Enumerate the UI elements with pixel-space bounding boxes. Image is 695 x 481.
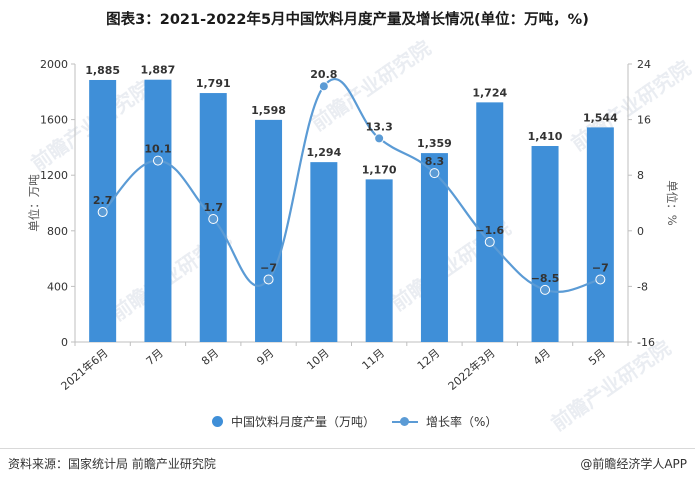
growth-point <box>208 213 219 224</box>
legend-line-swatch <box>392 416 418 427</box>
footer: 资料来源：国家统计局 前瞻产业研究院 @前瞻经济学人APP <box>0 448 695 481</box>
y-right-axis-title: 单位：% <box>665 180 679 225</box>
y-left-tick-label: 1200 <box>40 169 68 182</box>
bar-value-label: 1,885 <box>85 64 120 77</box>
bar-value-label: 1,410 <box>528 130 563 143</box>
legend-line-label: 增长率（%） <box>426 415 498 429</box>
growth-point <box>595 274 606 285</box>
y-right-tick-label: 24 <box>637 58 651 71</box>
growth-point <box>484 236 495 247</box>
bar-value-label: 1,724 <box>472 86 507 99</box>
x-tick-label: 4月 <box>531 346 553 368</box>
x-tick-label: 2022年3月 <box>445 346 498 393</box>
y-left-tick-label: 400 <box>47 280 68 293</box>
bar <box>144 79 172 342</box>
growth-point <box>540 284 551 295</box>
x-tick-label: 12月 <box>415 346 443 372</box>
growth-value-label: −8.5 <box>531 272 560 285</box>
x-tick-label: 10月 <box>304 346 332 372</box>
growth-value-label: 10.1 <box>144 143 171 156</box>
growth-value-label: 13.3 <box>366 120 393 133</box>
growth-point <box>318 81 329 92</box>
growth-point <box>429 168 440 179</box>
bar <box>255 119 283 343</box>
x-tick-label: 2021年6月 <box>58 346 111 393</box>
bar <box>531 146 559 342</box>
x-tick-label: 7月 <box>144 346 166 368</box>
chart-title: 图表3：2021-2022年5月中国饮料月度产量及增长情况(单位：万吨，%) <box>106 12 589 28</box>
bar-value-label: 1,359 <box>417 137 452 150</box>
legend-bar-label: 中国饮料月度产量（万吨） <box>231 415 376 429</box>
growth-point <box>263 274 274 285</box>
x-tick-label: 5月 <box>586 346 608 368</box>
growth-point <box>97 207 108 218</box>
chart-svg: 0 400 800 1200 1600 2000 -16 -8 0 8 16 24 单位：万吨 单位：% 2… <box>27 58 679 393</box>
growth-point <box>374 133 385 144</box>
bar-value-label: 1,544 <box>583 111 618 124</box>
bar <box>420 153 448 342</box>
y-right-tick-label: -8 <box>637 280 648 293</box>
growth-value-label: −7 <box>260 261 277 274</box>
growth-value-label: 1.7 <box>204 201 224 214</box>
growth-point <box>152 155 163 166</box>
y-left-tick-label: 800 <box>47 225 68 238</box>
bar-value-label: 1,294 <box>306 146 341 159</box>
growth-line <box>101 78 601 293</box>
source-note: 资料来源：国家统计局 前瞻产业研究院 <box>8 457 216 471</box>
legend-bar-swatch <box>212 416 223 427</box>
legend-item-bar: 中国饮料月度产量（万吨） <box>212 413 375 430</box>
y-left-tick-label: 2000 <box>40 58 68 71</box>
legend-item-line: 增长率（%） <box>392 413 497 430</box>
bar <box>365 179 393 342</box>
growth-value-label: 8.3 <box>425 155 445 168</box>
y-right-tick-label: 16 <box>637 114 651 127</box>
growth-value-label: 2.7 <box>93 194 113 207</box>
bar-value-label: 1,887 <box>141 64 176 77</box>
y-right-tick-label: -16 <box>637 336 655 349</box>
y-left-axis-title: 单位：万吨 <box>27 174 41 232</box>
y-right-tick-label: 0 <box>637 225 644 238</box>
growth-value-label: 20.8 <box>310 68 337 81</box>
bar-value-label: 1,170 <box>362 163 397 176</box>
bar-value-label: 1,598 <box>251 104 286 117</box>
growth-value-label: −7 <box>592 261 609 274</box>
chart-legend: 中国饮料月度产量（万吨） 增长率（%） <box>0 413 695 433</box>
growth-value-label: −1.6 <box>475 224 504 237</box>
x-tick-label: 11月 <box>360 346 388 372</box>
bar <box>310 162 338 342</box>
x-tick-label: 9月 <box>254 346 276 368</box>
y-left-tick-label: 0 <box>61 336 68 349</box>
app-credit: @前瞻经济学人APP <box>580 457 687 471</box>
bar <box>476 102 504 342</box>
y-right-tick-label: 8 <box>637 169 644 182</box>
x-tick-label: 8月 <box>199 346 221 368</box>
y-left-tick-label: 1600 <box>40 114 68 127</box>
bar-value-label: 1,791 <box>196 77 231 90</box>
bar <box>586 127 614 342</box>
